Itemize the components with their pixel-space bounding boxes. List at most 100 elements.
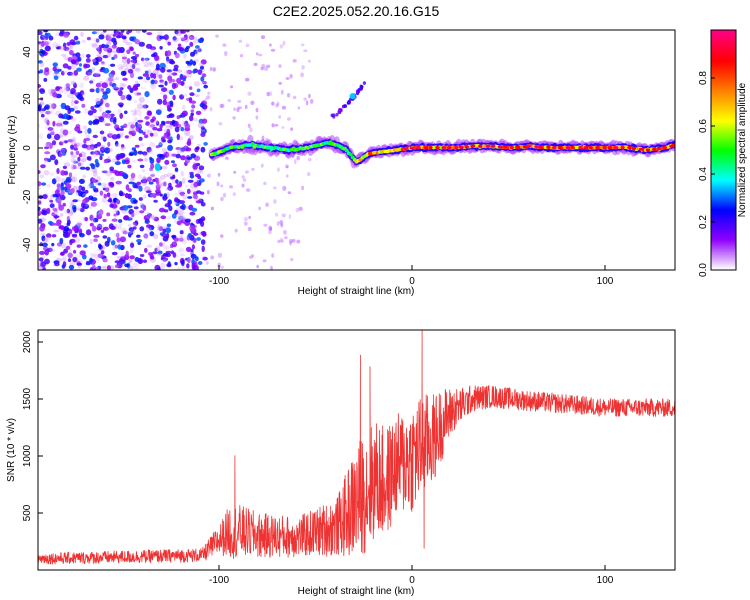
colorbar-strip	[711, 170, 736, 173]
spectrogram-noise-cell	[160, 215, 167, 220]
spectrogram-noise-cell	[134, 144, 140, 148]
spectrogram-noise-cell	[58, 204, 64, 211]
spectrogram-noise-cell	[112, 44, 116, 50]
spectrogram-noise-cell	[168, 182, 172, 188]
spectrogram-noise-cell	[51, 140, 57, 146]
spectrogram-noise-cell	[158, 84, 165, 88]
snr-series-line	[38, 330, 675, 565]
spectrogram-noise-cell	[63, 55, 69, 61]
spectrogram-noise-cell	[195, 146, 200, 150]
spectrogram-noise-cell	[258, 206, 261, 211]
spectrogram-noise-cell	[171, 241, 178, 246]
spectrogram-noise-cell	[274, 123, 279, 127]
spectrogram-noise-cell	[99, 155, 103, 161]
spectrogram-noise-cell	[39, 69, 44, 74]
spectrogram-noise-cell	[39, 62, 45, 68]
spectrogram-noise-cell	[159, 242, 163, 247]
spectrogram-noise-cell	[108, 77, 114, 82]
spectrogram-noise-cell	[269, 43, 272, 47]
spectrogram-noise-cell	[143, 157, 149, 162]
spectrogram-ridge-cell	[526, 144, 531, 148]
spectrogram-noise-cell	[51, 222, 58, 226]
colorbar-strip	[711, 256, 736, 259]
snr-y-axis: 2000 1500 1000 500 SNR (10 * v/v)	[6, 330, 43, 521]
spectrogram-noise-cell	[109, 176, 115, 181]
spectrogram-noise-cell	[40, 164, 46, 169]
spectrogram-noise-cell	[137, 158, 144, 162]
spectrogram-noise-cell	[241, 175, 245, 179]
spectrogram-noise-cell	[146, 146, 152, 153]
spectrogram-noise-cell	[157, 98, 163, 105]
spectrogram-noise-cell	[46, 133, 52, 139]
spectrogram-noise-cell	[70, 201, 75, 207]
spectrogram-noise-cell	[134, 257, 140, 262]
spectrogram-noise-cell	[81, 103, 86, 108]
spectrogram-noise-cell	[70, 151, 74, 156]
spectrogram-noise-cell	[79, 207, 85, 213]
spectrogram-noise-cell	[289, 239, 293, 244]
spectrogram-noise-cell	[296, 155, 301, 161]
spectrogram-noise-cell	[109, 203, 114, 208]
spectrogram-noise-cell	[55, 86, 60, 92]
spectrogram-noise-cell	[122, 77, 128, 81]
colorbar-tick-label: 0.4	[698, 167, 709, 181]
spectrogram-noise-cell	[172, 174, 176, 180]
spectrogram-noise-cell	[42, 267, 46, 270]
spectrogram-noise-cell	[96, 54, 102, 57]
colorbar-strip	[711, 30, 736, 33]
spectrogram-noise-cell	[68, 172, 73, 178]
spectrogram-noise-cell	[127, 193, 132, 200]
spectrogram-noise-cell	[92, 177, 96, 183]
spectrogram-noise-cell	[115, 127, 121, 132]
spectrogram-noise-cell	[239, 54, 244, 58]
colorbar-strip	[711, 244, 736, 247]
spectrogram-noise-cell	[161, 120, 166, 125]
spectrogram-noise-cell	[185, 246, 192, 253]
spectrogram-noise-cell	[49, 199, 54, 203]
spectrogram-noise-cell	[104, 240, 110, 247]
spectrogram-noise-cell	[152, 132, 159, 137]
spectrogram-noise-cell	[78, 153, 83, 158]
spectrogram-noise-cell	[80, 158, 87, 163]
spectrogram-noise-cell	[87, 146, 94, 151]
spectrogram-noise-cell	[63, 85, 70, 91]
spectrogram-noise-cell	[171, 153, 177, 157]
spectrogram-noise-cell	[89, 144, 95, 150]
colorbar-strip	[711, 218, 736, 221]
spectrogram-ridge-cell	[478, 144, 483, 148]
spectrogram-noise-cell	[73, 82, 77, 89]
spectrogram-noise-cell	[102, 136, 107, 142]
spectrogram-noise-cell	[52, 193, 58, 198]
spectrogram-noise-cell	[165, 124, 170, 129]
colorbar-strip	[711, 216, 736, 219]
spectrogram-fork-cell	[335, 112, 339, 117]
spectrogram-noise-cell	[158, 226, 164, 232]
colorbar-strip	[711, 106, 736, 109]
spectrogram-noise-cell	[99, 144, 106, 151]
spectrogram-noise-cell	[61, 257, 67, 261]
spectrogram-noise-cell	[233, 107, 237, 111]
spectrogram-noise-cell	[74, 254, 82, 259]
spectrogram-noise-cell	[39, 42, 44, 49]
spectrogram-noise-cell	[67, 71, 73, 76]
spectrogram-noise-cell	[155, 184, 161, 190]
spectrogram-ridge-cell	[240, 145, 245, 149]
spectrogram-noise-cell	[87, 183, 91, 189]
spectrogram-noise-cell	[183, 37, 189, 43]
spectrogram-ridge-cell	[552, 146, 557, 150]
spectrogram-noise-cell	[128, 227, 135, 233]
spectrogram-noise-cell	[260, 35, 266, 39]
spectrogram-noise-cell	[180, 147, 186, 152]
spectrogram-ridge-cell	[212, 152, 217, 157]
spectrogram-noise-cell	[119, 82, 126, 89]
spectrogram-noise-cell	[271, 253, 275, 258]
spectrogram-noise-cell	[49, 248, 56, 253]
colorbar-strip	[711, 114, 736, 117]
spectrogram-noise-cell	[149, 124, 156, 128]
snr-y-tick-label: 2000	[22, 330, 33, 353]
spectrogram-noise-cell	[143, 233, 149, 239]
spectrogram-noise-cell	[65, 83, 71, 88]
spectrogram-noise-cell	[52, 92, 58, 98]
spectrogram-noise-cell	[42, 30, 49, 33]
spectrogram-noise-cell	[192, 265, 199, 270]
